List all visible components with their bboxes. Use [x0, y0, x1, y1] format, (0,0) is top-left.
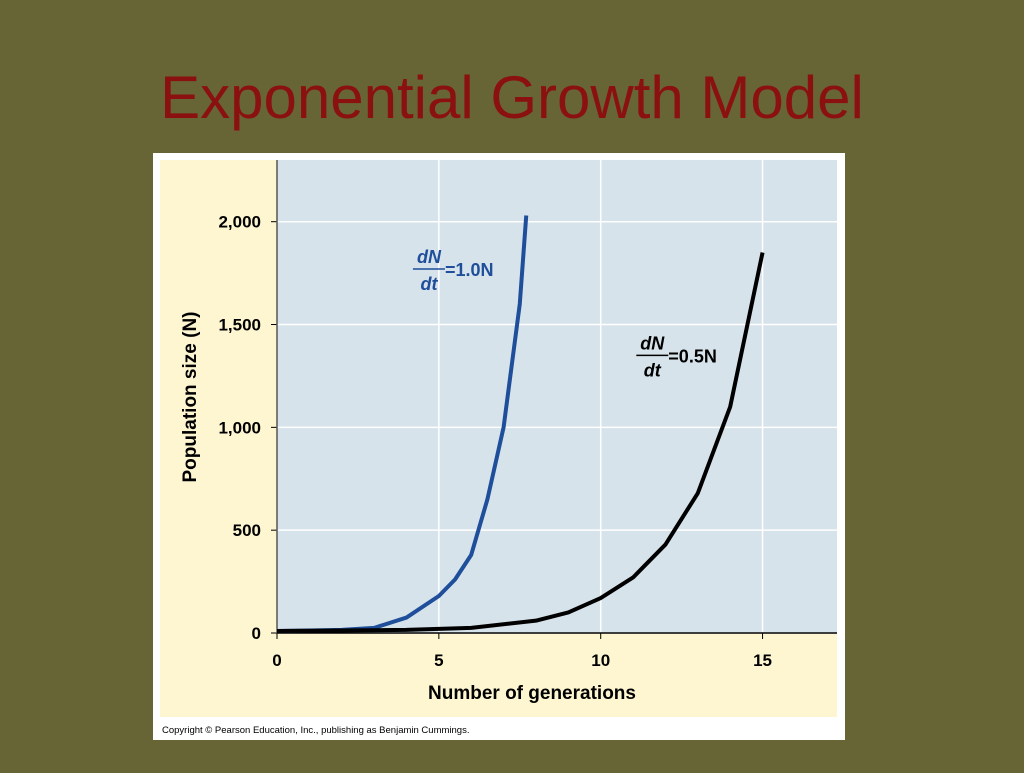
y-tick-label: 1,000: [218, 418, 261, 437]
annotation-rhs: =0.5N: [668, 346, 717, 366]
x-tick-label: 15: [753, 651, 772, 670]
annotation-numerator: dN: [417, 247, 442, 267]
y-tick-label: 1,500: [218, 316, 261, 335]
plot-area: [277, 160, 837, 633]
y-tick-label: 2,000: [218, 213, 261, 232]
series-line: [276, 252, 765, 633]
annotation-numerator: dN: [640, 333, 665, 353]
copyright: Copyright © Pearson Education, Inc., pub…: [162, 725, 469, 736]
slide-title: Exponential Growth Model: [160, 64, 864, 131]
annotation-rhs: =1.0N: [445, 260, 494, 280]
y-axis-label: Population size (N): [180, 312, 201, 483]
annotation-denominator: dt: [420, 274, 438, 294]
y-tick-label: 0: [252, 624, 261, 643]
x-tick-label: 10: [591, 651, 610, 670]
y-tick-label: 500: [233, 521, 261, 540]
annotation-denominator: dt: [644, 360, 662, 380]
x-tick-label: 5: [434, 651, 443, 670]
x-axis-label: Number of generations: [428, 683, 636, 704]
x-tick-label: 0: [272, 651, 281, 670]
